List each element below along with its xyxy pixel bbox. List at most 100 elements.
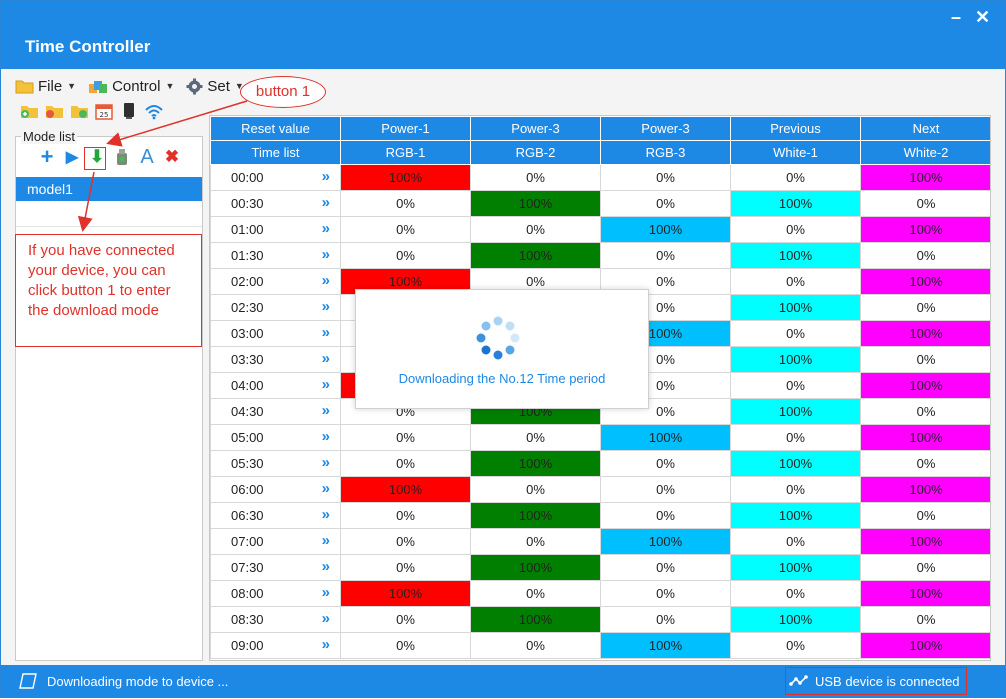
value-cell[interactable]: 0% xyxy=(340,242,471,269)
time-cell[interactable]: 05:30 » xyxy=(210,450,341,477)
double-chevron-right-icon[interactable]: » xyxy=(321,428,330,445)
value-cell[interactable]: 0% xyxy=(730,164,861,191)
double-chevron-right-icon[interactable]: » xyxy=(321,272,330,289)
value-cell[interactable]: 100% xyxy=(860,320,990,347)
value-cell[interactable]: 100% xyxy=(730,294,861,321)
value-cell[interactable]: 100% xyxy=(470,450,601,477)
value-cell[interactable]: 100% xyxy=(730,346,861,373)
value-cell[interactable]: 0% xyxy=(860,346,990,373)
header-cell[interactable]: White-1 xyxy=(730,140,861,165)
value-cell[interactable]: 100% xyxy=(730,554,861,581)
value-cell[interactable]: 100% xyxy=(730,606,861,633)
time-cell[interactable]: 00:00 » xyxy=(210,164,341,191)
value-cell[interactable]: 0% xyxy=(340,450,471,477)
time-cell[interactable]: 01:00 » xyxy=(210,216,341,243)
value-cell[interactable]: 100% xyxy=(600,632,731,659)
double-chevron-right-icon[interactable]: » xyxy=(321,636,330,653)
double-chevron-right-icon[interactable]: » xyxy=(321,480,330,497)
header-cell[interactable]: Power-1 xyxy=(340,116,471,141)
value-cell[interactable]: 100% xyxy=(730,242,861,269)
value-cell[interactable]: 0% xyxy=(340,554,471,581)
value-cell[interactable]: 0% xyxy=(730,580,861,607)
double-chevron-right-icon[interactable]: » xyxy=(321,454,330,471)
time-cell[interactable]: 06:00 » xyxy=(210,476,341,503)
value-cell[interactable]: 0% xyxy=(730,320,861,347)
value-cell[interactable]: 100% xyxy=(600,216,731,243)
value-cell[interactable]: 100% xyxy=(470,606,601,633)
double-chevron-right-icon[interactable]: » xyxy=(321,220,330,237)
value-cell[interactable]: 100% xyxy=(730,502,861,529)
upload-device-button[interactable] xyxy=(112,147,132,167)
value-cell[interactable]: 100% xyxy=(340,476,471,503)
value-cell[interactable]: 0% xyxy=(730,632,861,659)
value-cell[interactable]: 0% xyxy=(730,372,861,399)
value-cell[interactable]: 0% xyxy=(600,554,731,581)
time-cell[interactable]: 01:30 » xyxy=(210,242,341,269)
value-cell[interactable]: 0% xyxy=(860,450,990,477)
value-cell[interactable]: 100% xyxy=(860,632,990,659)
double-chevron-right-icon[interactable]: » xyxy=(321,246,330,263)
value-cell[interactable]: 100% xyxy=(470,242,601,269)
header-cell[interactable]: Power-3 xyxy=(470,116,601,141)
sync-folder-icon[interactable] xyxy=(69,102,89,120)
value-cell[interactable]: 100% xyxy=(860,164,990,191)
value-cell[interactable]: 100% xyxy=(860,424,990,451)
header-cell[interactable]: Time list xyxy=(210,140,341,165)
value-cell[interactable]: 100% xyxy=(860,476,990,503)
header-cell[interactable]: Power-3 xyxy=(600,116,731,141)
value-cell[interactable]: 0% xyxy=(600,476,731,503)
menu-set[interactable]: Set ▼ xyxy=(186,78,244,95)
value-cell[interactable]: 0% xyxy=(470,424,601,451)
header-cell[interactable]: Next xyxy=(860,116,990,141)
double-chevron-right-icon[interactable]: » xyxy=(321,610,330,627)
value-cell[interactable]: 0% xyxy=(730,528,861,555)
time-cell[interactable]: 03:00 » xyxy=(210,320,341,347)
header-cell[interactable]: White-2 xyxy=(860,140,990,165)
value-cell[interactable]: 0% xyxy=(470,476,601,503)
double-chevron-right-icon[interactable]: » xyxy=(321,376,330,393)
device-icon[interactable] xyxy=(119,102,139,120)
time-cell[interactable]: 07:00 » xyxy=(210,528,341,555)
double-chevron-right-icon[interactable]: » xyxy=(321,584,330,601)
value-cell[interactable]: 100% xyxy=(860,580,990,607)
time-cell[interactable]: 00:30 » xyxy=(210,190,341,217)
value-cell[interactable]: 0% xyxy=(860,242,990,269)
value-cell[interactable]: 0% xyxy=(860,294,990,321)
value-cell[interactable]: 0% xyxy=(340,606,471,633)
value-cell[interactable]: 0% xyxy=(730,216,861,243)
value-cell[interactable]: 0% xyxy=(340,424,471,451)
value-cell[interactable]: 0% xyxy=(470,164,601,191)
time-cell[interactable]: 06:30 » xyxy=(210,502,341,529)
value-cell[interactable]: 100% xyxy=(340,164,471,191)
open-folder-icon[interactable] xyxy=(44,102,64,120)
value-cell[interactable]: 0% xyxy=(860,606,990,633)
double-chevron-right-icon[interactable]: » xyxy=(321,324,330,341)
menu-file[interactable]: File ▼ xyxy=(15,78,76,95)
mode-list-item[interactable]: model1 xyxy=(16,177,202,201)
value-cell[interactable]: 100% xyxy=(860,528,990,555)
value-cell[interactable]: 100% xyxy=(730,190,861,217)
value-cell[interactable]: 0% xyxy=(860,398,990,425)
value-cell[interactable]: 100% xyxy=(730,398,861,425)
header-cell[interactable]: RGB-3 xyxy=(600,140,731,165)
double-chevron-right-icon[interactable]: » xyxy=(321,402,330,419)
time-cell[interactable]: 08:30 » xyxy=(210,606,341,633)
value-cell[interactable]: 0% xyxy=(860,502,990,529)
value-cell[interactable]: 0% xyxy=(860,190,990,217)
value-cell[interactable]: 100% xyxy=(600,424,731,451)
value-cell[interactable]: 0% xyxy=(470,216,601,243)
rename-button[interactable]: A xyxy=(140,145,154,168)
time-cell[interactable]: 05:00 » xyxy=(210,424,341,451)
value-cell[interactable]: 0% xyxy=(470,528,601,555)
value-cell[interactable]: 0% xyxy=(730,476,861,503)
value-cell[interactable]: 0% xyxy=(600,450,731,477)
time-cell[interactable]: 04:30 » xyxy=(210,398,341,425)
value-cell[interactable]: 100% xyxy=(860,372,990,399)
value-cell[interactable]: 0% xyxy=(600,580,731,607)
value-cell[interactable]: 0% xyxy=(340,216,471,243)
add-folder-icon[interactable] xyxy=(19,102,39,120)
double-chevron-right-icon[interactable]: » xyxy=(321,532,330,549)
double-chevron-right-icon[interactable]: » xyxy=(321,298,330,315)
value-cell[interactable]: 0% xyxy=(340,528,471,555)
double-chevron-right-icon[interactable]: » xyxy=(321,168,330,185)
